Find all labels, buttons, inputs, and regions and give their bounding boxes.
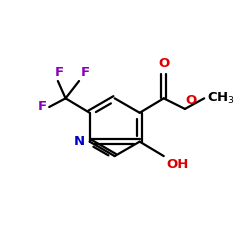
Text: OH: OH [166, 158, 189, 171]
Text: F: F [55, 66, 64, 79]
Text: O: O [186, 94, 197, 107]
Text: N: N [74, 135, 85, 148]
Text: F: F [38, 100, 47, 112]
Text: CH$_3$: CH$_3$ [207, 91, 235, 106]
Text: F: F [81, 66, 90, 79]
Text: O: O [158, 58, 169, 70]
